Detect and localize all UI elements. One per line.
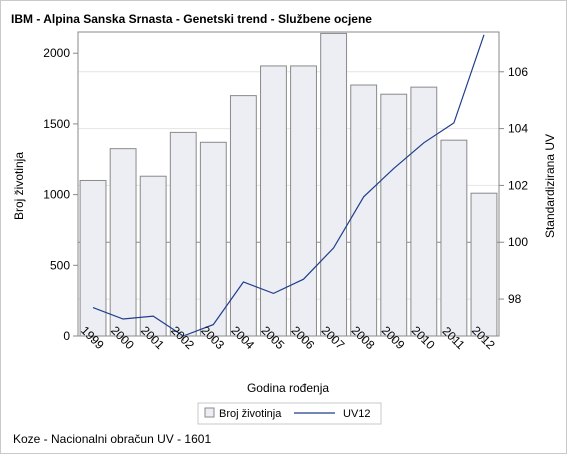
bar-2010 (410, 86, 438, 337)
y-axis-ticks: 0 500 1000 1500 2000 (43, 46, 78, 343)
bar-2006 (290, 65, 317, 337)
bar-2011 (440, 139, 468, 337)
bar-2007 (320, 32, 348, 337)
bar-2004 (229, 95, 257, 337)
footnote: Koze - Nacionalni obračun UV - 1601 (13, 432, 212, 446)
chart-title: IBM - Alpina Sanska Srnasta - Genetski t… (11, 12, 372, 26)
legend-box (197, 402, 382, 425)
bar-2000 (109, 148, 137, 337)
uv12-line (92, 34, 485, 337)
bar-2002 (169, 131, 197, 337)
bar-2009 (380, 93, 408, 337)
legend-line-label: UV12 (343, 408, 371, 420)
legend-bar-label: Broj životinja (219, 408, 282, 420)
bar-series (79, 32, 498, 337)
y2-axis-ticks: 98 100 102 104 106 (499, 65, 528, 306)
y-tick-label: 500 (50, 258, 70, 272)
y2-tick-label: 100 (508, 235, 528, 249)
legend: Broj životinja UV12 (197, 402, 382, 425)
axes (77, 31, 500, 337)
y2-tick-label: 106 (508, 65, 528, 79)
plot-border (77, 31, 500, 337)
y2-axis-label: Standardizirana UV (543, 134, 557, 238)
y-tick-label: 0 (63, 329, 70, 343)
bar-1999 (79, 179, 107, 337)
bar-2008 (350, 84, 378, 337)
bar-2005 (260, 65, 287, 337)
y2-tick-label: 104 (508, 122, 528, 136)
bar-2001 (139, 175, 167, 337)
x-axis-label: Godina rođenja (247, 381, 329, 395)
bar-2003 (199, 141, 227, 337)
legend-bar-swatch (204, 407, 215, 418)
y-axis-label: Broj životinja (12, 152, 26, 220)
y2-tick-label: 102 (508, 178, 528, 192)
y2-tick-label: 98 (508, 292, 522, 306)
y-tick-label: 1000 (43, 188, 70, 202)
y-tick-label: 1500 (43, 117, 70, 131)
y-tick-label: 2000 (43, 46, 70, 60)
bar-2012 (470, 192, 498, 337)
